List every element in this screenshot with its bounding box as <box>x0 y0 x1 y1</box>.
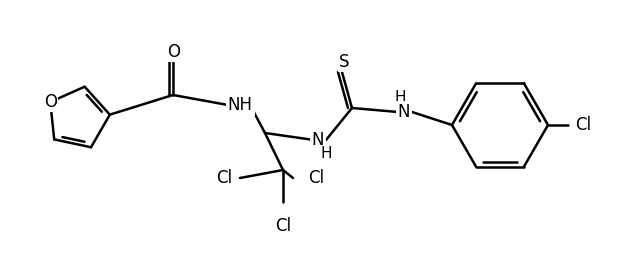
Text: O: O <box>44 93 57 111</box>
Text: H: H <box>394 90 406 105</box>
Text: H: H <box>320 146 332 161</box>
Text: S: S <box>339 53 349 71</box>
Text: Cl: Cl <box>275 217 291 235</box>
Text: N: N <box>312 131 324 149</box>
Text: N: N <box>397 103 410 121</box>
Text: NH: NH <box>227 96 253 114</box>
Text: O: O <box>168 43 180 61</box>
Text: Cl: Cl <box>308 169 324 187</box>
Text: Cl: Cl <box>575 116 591 134</box>
Text: Cl: Cl <box>216 169 232 187</box>
